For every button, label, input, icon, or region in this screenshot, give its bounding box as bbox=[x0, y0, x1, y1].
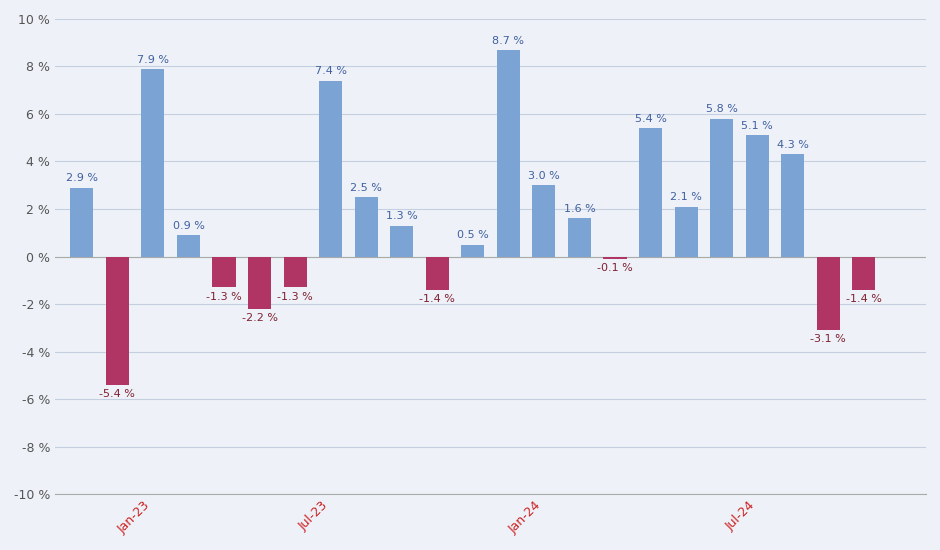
Text: 7.9 %: 7.9 % bbox=[137, 54, 169, 64]
Text: 2.9 %: 2.9 % bbox=[66, 173, 98, 183]
Bar bbox=[745, 135, 769, 256]
Text: 7.4 %: 7.4 % bbox=[315, 67, 347, 76]
Bar bbox=[462, 245, 484, 256]
Bar bbox=[497, 50, 520, 256]
Text: 3.0 %: 3.0 % bbox=[528, 171, 560, 181]
Bar bbox=[426, 256, 448, 290]
Text: 0.9 %: 0.9 % bbox=[173, 221, 204, 231]
Text: 4.3 %: 4.3 % bbox=[776, 140, 808, 150]
Text: -2.2 %: -2.2 % bbox=[242, 313, 277, 323]
Bar bbox=[212, 256, 236, 288]
Text: -1.4 %: -1.4 % bbox=[419, 294, 455, 304]
Text: 5.1 %: 5.1 % bbox=[742, 121, 773, 131]
Bar bbox=[141, 69, 164, 256]
Bar bbox=[177, 235, 200, 256]
Bar bbox=[284, 256, 306, 288]
Text: 1.6 %: 1.6 % bbox=[564, 204, 595, 214]
Text: -1.3 %: -1.3 % bbox=[277, 292, 313, 302]
Text: -5.4 %: -5.4 % bbox=[100, 389, 135, 399]
Bar bbox=[390, 226, 414, 256]
Text: 1.3 %: 1.3 % bbox=[385, 211, 417, 221]
Text: 0.5 %: 0.5 % bbox=[457, 230, 489, 240]
Bar bbox=[817, 256, 840, 330]
Bar bbox=[675, 207, 697, 256]
Bar bbox=[781, 155, 805, 256]
Text: 5.8 %: 5.8 % bbox=[706, 104, 738, 114]
Bar bbox=[532, 185, 556, 256]
Text: 8.7 %: 8.7 % bbox=[493, 36, 525, 46]
Bar bbox=[853, 256, 875, 290]
Bar bbox=[70, 188, 93, 256]
Text: 2.1 %: 2.1 % bbox=[670, 192, 702, 202]
Bar bbox=[603, 256, 627, 259]
Bar bbox=[354, 197, 378, 256]
Text: 2.5 %: 2.5 % bbox=[351, 183, 383, 193]
Bar bbox=[106, 256, 129, 385]
Text: 5.4 %: 5.4 % bbox=[634, 114, 666, 124]
Bar bbox=[248, 256, 271, 309]
Text: -0.1 %: -0.1 % bbox=[597, 263, 633, 273]
Text: -1.3 %: -1.3 % bbox=[206, 292, 242, 302]
Bar bbox=[319, 81, 342, 256]
Text: -1.4 %: -1.4 % bbox=[846, 294, 882, 304]
Bar bbox=[568, 218, 591, 256]
Bar bbox=[710, 119, 733, 256]
Bar bbox=[639, 128, 662, 256]
Text: -3.1 %: -3.1 % bbox=[810, 334, 846, 344]
